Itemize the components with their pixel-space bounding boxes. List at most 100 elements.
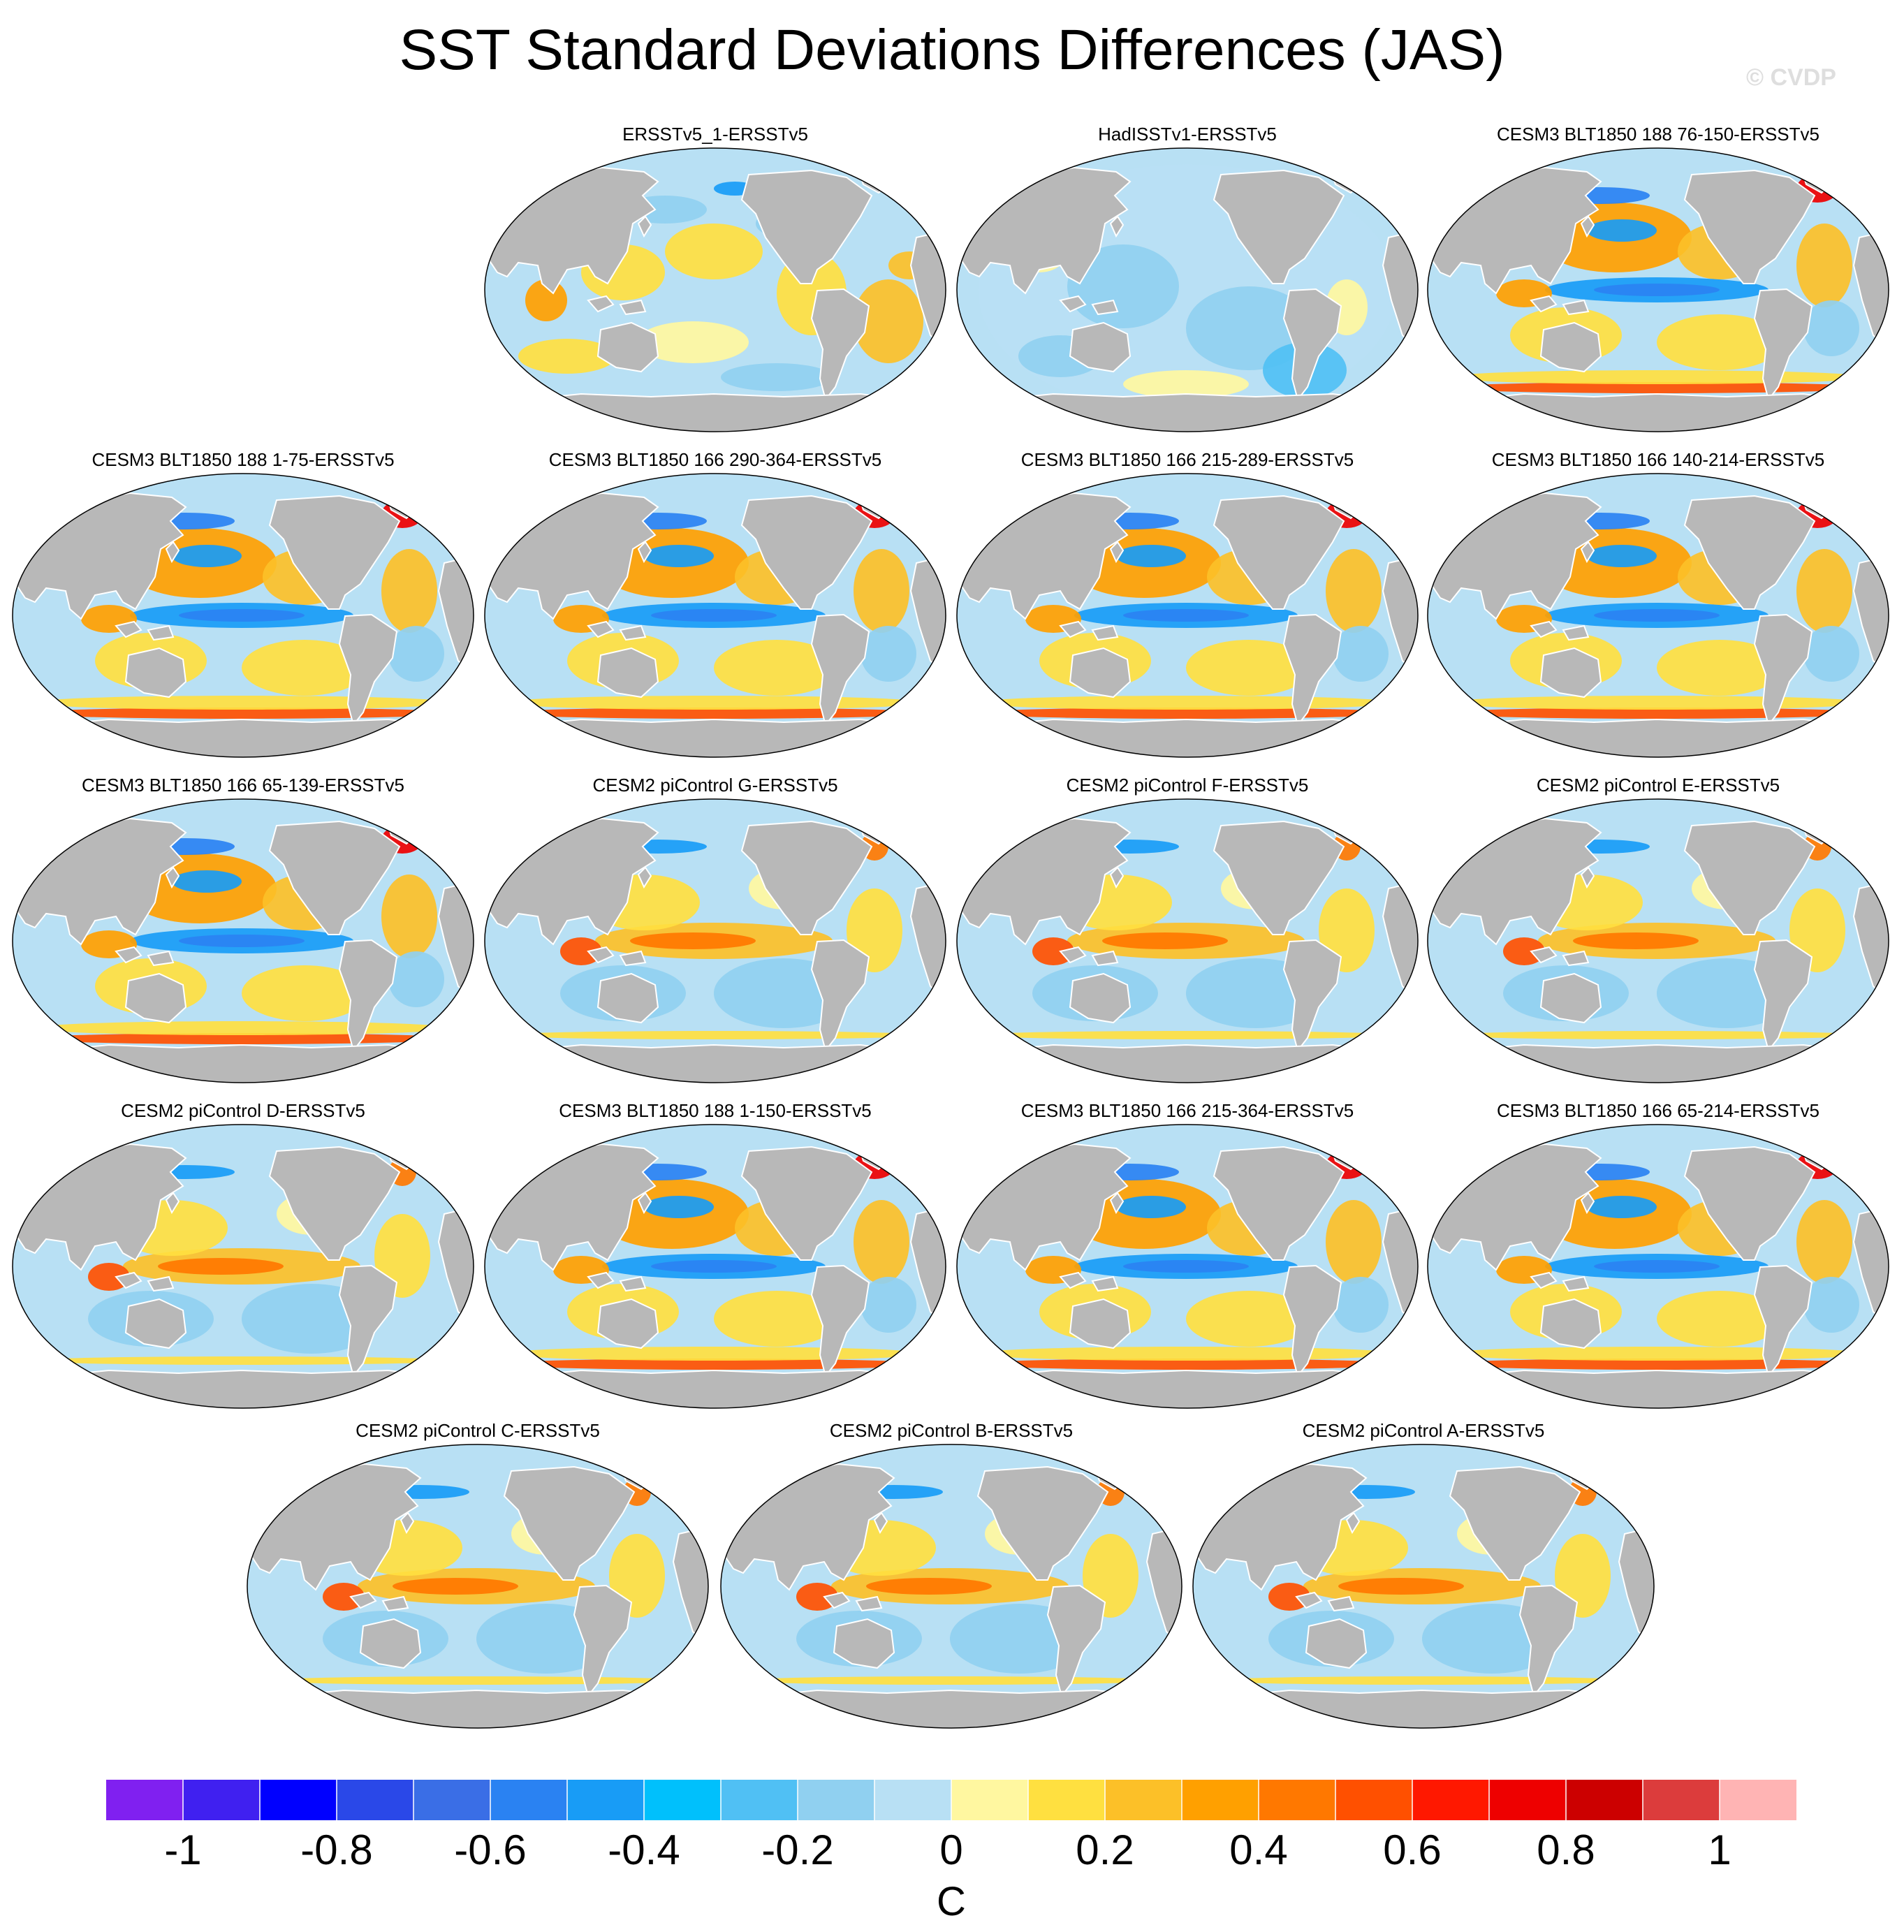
sst-anomaly-region: [1333, 1277, 1389, 1333]
sst-anomaly-region: [796, 1583, 838, 1611]
sst-anomaly-region: [1657, 314, 1782, 370]
sst-anomaly-region: [242, 640, 367, 696]
sst-anomaly-region: [1587, 1196, 1657, 1218]
sst-anomaly-region: [854, 1200, 909, 1284]
sst-anomaly-region: [560, 937, 602, 965]
robinson-map: [12, 473, 474, 758]
map-outline: [720, 1444, 1182, 1729]
colorbar-swatch: [1643, 1780, 1720, 1820]
sst-anomaly-region: [1447, 370, 1866, 384]
colorbar-swatch: [1412, 1780, 1490, 1820]
map-panel-title: CESM2 piControl G-ERSSTv5: [592, 775, 838, 796]
sst-anomaly-region: [866, 1578, 992, 1595]
map-outline: [247, 1444, 709, 1729]
map-panel: CESM2 piControl D-ERSSTv5: [11, 1099, 475, 1421]
map-outline: [484, 798, 946, 1083]
sst-anomaly-region: [1326, 1200, 1382, 1284]
sst-anomaly-region: [1796, 549, 1852, 633]
map-outline: [956, 1124, 1419, 1409]
sst-anomaly-region: [1657, 1291, 1782, 1347]
sst-anomaly-region: [1573, 932, 1699, 949]
colorbar-tick-label: 0.6: [1383, 1827, 1442, 1873]
figure-title: SST Standard Deviations Differences (JAS…: [399, 18, 1505, 82]
colorbar-swatch: [951, 1780, 1029, 1820]
robinson-map: [1427, 147, 1889, 432]
colorbar-swatch: [1335, 1780, 1413, 1820]
sst-anomaly-region: [651, 609, 777, 622]
map-panel-title: CESM3 BLT1850 166 215-364-ERSSTv5: [1020, 1100, 1354, 1121]
colorbar-tick-label: -0.6: [454, 1827, 527, 1873]
colorbar-tick-label: -0.8: [300, 1827, 373, 1873]
sst-anomaly-region: [1338, 1578, 1464, 1595]
sst-anomaly-region: [1123, 1260, 1249, 1273]
map-panel-title: CESM3 BLT1850 188 1-75-ERSSTv5: [91, 449, 395, 470]
map-panel: CESM2 piControl G-ERSSTv5: [483, 774, 947, 1095]
map-panel-title: CESM3 BLT1850 166 65-139-ERSSTv5: [82, 775, 404, 796]
sst-anomaly-region: [1594, 609, 1720, 622]
map-panel: CESM3 BLT1850 166 65-139-ERSSTv5: [11, 774, 475, 1095]
sst-anomaly-region: [1447, 1031, 1866, 1039]
sst-anomaly-region: [504, 1359, 923, 1370]
sst-anomaly-region: [1803, 626, 1859, 682]
sst-anomaly-region: [1803, 1277, 1859, 1333]
sst-anomaly-region: [1123, 370, 1249, 398]
map-panel-title: CESM3 BLT1850 188 1-150-ERSSTv5: [559, 1100, 872, 1121]
map-outline: [1427, 147, 1889, 432]
sst-anomaly-region: [32, 1033, 451, 1044]
colorbar-tick-label: -0.2: [761, 1827, 834, 1873]
map-panel: CESM3 BLT1850 188 1-75-ERSSTv5: [11, 448, 475, 770]
robinson-map: [484, 147, 946, 432]
map-panel: CESM3 BLT1850 166 215-364-ERSSTv5: [955, 1099, 1419, 1421]
map-panel: HadISSTv1-ERSSTv5: [955, 123, 1419, 444]
sst-anomaly-region: [32, 1021, 451, 1035]
sst-anomaly-region: [518, 339, 616, 374]
map-panel-title: CESM2 piControl C-ERSSTv5: [356, 1420, 600, 1441]
colorbar-tick-label: 0.2: [1076, 1827, 1134, 1873]
map-outline: [12, 473, 474, 758]
colorbar-swatch: [798, 1780, 875, 1820]
sst-anomaly-region: [179, 609, 305, 622]
robinson-map: [1427, 473, 1889, 758]
map-panel-title: CESM2 piControl D-ERSSTv5: [121, 1100, 365, 1121]
sst-anomaly-region: [179, 935, 305, 947]
sst-anomaly-region: [1447, 382, 1866, 393]
sst-anomaly-region: [644, 545, 714, 567]
colorbar-swatch: [1566, 1780, 1643, 1820]
sst-anomaly-region: [1587, 219, 1657, 242]
map-outline: [956, 147, 1419, 432]
sst-anomaly-region: [88, 1263, 130, 1291]
colorbar-tick-label: -0.4: [608, 1827, 680, 1873]
sst-anomaly-region: [393, 1578, 518, 1595]
map-outline: [12, 1124, 474, 1409]
robinson-map: [720, 1444, 1182, 1729]
sst-anomaly-region: [976, 696, 1396, 710]
map-outline: [1192, 1444, 1655, 1729]
colorbar-swatch: [183, 1780, 261, 1820]
sst-anomaly-region: [854, 279, 923, 363]
sst-anomaly-region: [1268, 1583, 1310, 1611]
sst-anomaly-region: [267, 1676, 686, 1685]
sst-anomaly-region: [172, 545, 242, 567]
map-panel: CESM2 piControl C-ERSSTv5: [246, 1419, 710, 1741]
colorbar-swatch: [106, 1780, 184, 1820]
sst-anomaly-region: [740, 1676, 1159, 1685]
sst-anomaly-region: [1447, 708, 1866, 719]
sst-anomaly-region: [1594, 1260, 1720, 1273]
colorbar-swatch: [1259, 1780, 1336, 1820]
colorbar-swatch: [1028, 1780, 1106, 1820]
robinson-map: [484, 798, 946, 1083]
sst-anomaly-region: [630, 932, 756, 949]
cvdp-watermark: © CVDP: [1746, 64, 1836, 91]
map-panel-title: CESM3 BLT1850 188 76-150-ERSSTv5: [1497, 124, 1819, 145]
sst-anomaly-region: [1116, 545, 1186, 567]
robinson-map: [956, 473, 1419, 758]
sst-anomaly-region: [976, 1359, 1396, 1370]
sst-anomaly-region: [1326, 549, 1382, 633]
sst-anomaly-region: [1032, 937, 1074, 965]
sst-anomaly-region: [32, 708, 451, 719]
colorbar-swatch: [1182, 1780, 1259, 1820]
sst-anomaly-region: [504, 1347, 923, 1361]
colorbar-swatch: [490, 1780, 568, 1820]
colorbar: [106, 1780, 1796, 1820]
sst-anomaly-region: [32, 1356, 451, 1365]
